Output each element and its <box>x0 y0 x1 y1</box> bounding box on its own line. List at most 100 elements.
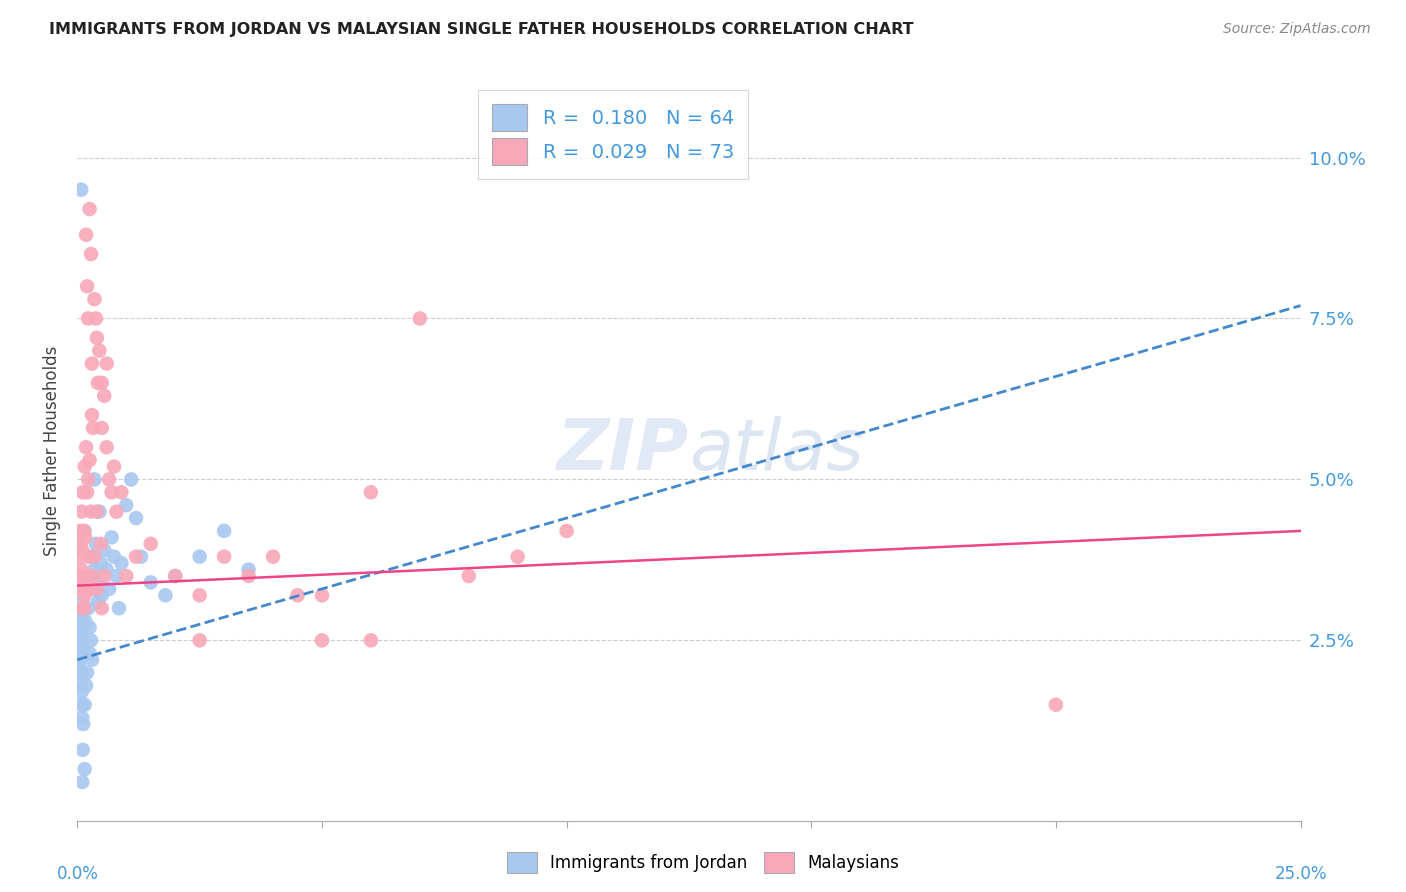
Point <box>165 569 187 583</box>
Point <box>75 582 97 596</box>
Point <box>96 563 118 577</box>
Point <box>79 620 101 634</box>
Point <box>67 549 90 564</box>
Point <box>84 537 107 551</box>
Point <box>100 530 122 544</box>
Point <box>79 453 101 467</box>
Point <box>69 678 91 692</box>
Point <box>89 343 111 358</box>
Point <box>212 524 235 538</box>
Point <box>139 575 162 590</box>
Point <box>67 646 90 660</box>
Point <box>84 311 107 326</box>
Point <box>90 601 112 615</box>
Point <box>93 389 115 403</box>
Point <box>555 524 578 538</box>
Point <box>70 607 93 622</box>
Point <box>80 569 103 583</box>
Point <box>73 459 96 474</box>
Point <box>69 537 91 551</box>
Point <box>73 601 96 615</box>
Point <box>73 524 96 538</box>
Point <box>76 279 98 293</box>
Point <box>86 331 108 345</box>
Point <box>70 543 93 558</box>
Point <box>103 459 125 474</box>
Point <box>69 627 91 641</box>
Text: atlas: atlas <box>689 416 863 485</box>
Point <box>75 678 97 692</box>
Point <box>72 620 94 634</box>
Point <box>70 698 93 712</box>
Point <box>83 472 105 486</box>
Point <box>75 227 97 242</box>
Point <box>73 588 96 602</box>
Point <box>73 698 96 712</box>
Point <box>72 485 94 500</box>
Point <box>70 711 93 725</box>
Point <box>110 556 132 570</box>
Point <box>89 505 111 519</box>
Point <box>87 595 110 609</box>
Point <box>457 569 479 583</box>
Point <box>76 569 98 583</box>
Legend: Immigrants from Jordan, Malaysians: Immigrants from Jordan, Malaysians <box>501 846 905 880</box>
Point <box>76 569 98 583</box>
Point <box>77 601 100 615</box>
Point <box>238 569 260 583</box>
Point <box>212 549 235 564</box>
Point <box>90 421 112 435</box>
Y-axis label: Single Father Households: Single Father Households <box>44 345 62 556</box>
Text: IMMIGRANTS FROM JORDAN VS MALAYSIAN SINGLE FATHER HOUSEHOLDS CORRELATION CHART: IMMIGRANTS FROM JORDAN VS MALAYSIAN SING… <box>49 22 914 37</box>
Point <box>73 524 96 538</box>
Point <box>72 569 94 583</box>
Point <box>311 588 333 602</box>
Point <box>287 588 309 602</box>
Point <box>125 549 148 564</box>
Point <box>105 505 128 519</box>
Point <box>69 640 91 654</box>
Point <box>96 357 118 371</box>
Point <box>76 485 98 500</box>
Point <box>83 549 105 564</box>
Point <box>311 633 333 648</box>
Text: ZIP: ZIP <box>557 416 689 485</box>
Point <box>70 505 93 519</box>
Point <box>70 685 93 699</box>
Point <box>83 563 105 577</box>
Point <box>67 659 90 673</box>
Point <box>238 563 260 577</box>
Point <box>103 549 125 564</box>
Point <box>90 376 112 390</box>
Point <box>87 376 110 390</box>
Point <box>98 582 121 596</box>
Point <box>67 633 90 648</box>
Point <box>188 549 211 564</box>
Point <box>110 485 132 500</box>
Point <box>69 614 91 628</box>
Point <box>108 601 131 615</box>
Point <box>76 665 98 680</box>
Point <box>70 601 93 615</box>
Point <box>70 595 93 609</box>
Point <box>360 633 382 648</box>
Point <box>105 569 128 583</box>
Point <box>69 524 91 538</box>
Point <box>129 549 152 564</box>
Point <box>70 563 93 577</box>
Point <box>70 665 93 680</box>
Point <box>1045 698 1067 712</box>
Point <box>262 549 284 564</box>
Point <box>80 653 103 667</box>
Point <box>75 614 97 628</box>
Point <box>125 511 148 525</box>
Point <box>98 472 121 486</box>
Point <box>79 202 101 216</box>
Point <box>82 582 104 596</box>
Point <box>80 247 103 261</box>
Point <box>80 549 103 564</box>
Point <box>72 743 94 757</box>
Point <box>69 653 91 667</box>
Text: 0.0%: 0.0% <box>56 865 98 883</box>
Point <box>90 537 112 551</box>
